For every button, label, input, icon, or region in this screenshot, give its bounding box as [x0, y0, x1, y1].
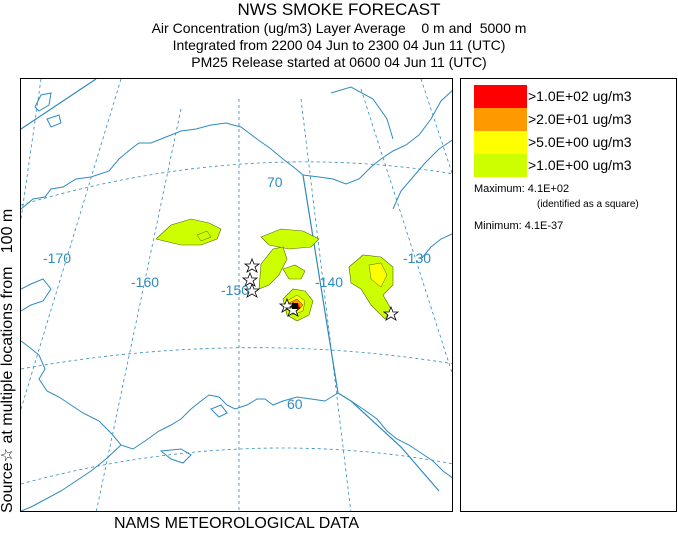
- lat-line-60: [21, 447, 452, 485]
- source-star-icon: [284, 301, 302, 317]
- arctic-island-coast: [330, 86, 394, 140]
- legend-label: >1.0E+02 ug/m3: [528, 88, 632, 104]
- subtitle-integration: Integrated from 2200 04 Jun to 2300 04 J…: [172, 37, 506, 53]
- maximum-value: Maximum: 4.1E+02: [474, 183, 570, 195]
- source-location-label: Source☆ at multiple locations from 100 m: [0, 208, 16, 513]
- source-star-icon: [382, 305, 400, 321]
- source-star-icon: [243, 282, 261, 298]
- plume-central: [258, 246, 288, 290]
- alaska-peninsula: [21, 444, 122, 511]
- lat-line-65: [21, 347, 452, 370]
- map-canvas: -170 -160 -150 -140 -130 70 60: [21, 79, 452, 511]
- maximum-square-icon: [292, 303, 298, 309]
- island-kodiak: [159, 448, 192, 464]
- lon-label-130: -130: [403, 250, 431, 266]
- subtitle-release: PM25 Release started at 0600 04 Jun 11 (…: [191, 54, 487, 70]
- legend-swatch-orange: [474, 108, 527, 131]
- bering-coast-a: [21, 278, 52, 312]
- subtitle-concentration: Air Concentration (ug/m3) Layer Average …: [151, 20, 527, 36]
- southwest-coast: [21, 340, 339, 450]
- legend-swatch-yellow: [474, 131, 527, 154]
- lat-label-70: 70: [267, 174, 283, 190]
- date-line: [21, 79, 97, 130]
- source-markers: [241, 257, 400, 321]
- legend-item: >2.0E+01 ug/m3: [474, 108, 674, 131]
- meteorological-data-label: NAMS METEOROLOGICAL DATA: [113, 515, 360, 532]
- arctic-coast: [21, 90, 452, 210]
- forecast-title: NWS SMOKE FORECAST: [237, 0, 441, 19]
- island-b: [46, 114, 62, 128]
- maximum-note: (identified as a square): [537, 199, 639, 210]
- lon-label-170: -170: [43, 250, 71, 266]
- lon-label-150: -150: [221, 282, 249, 298]
- minimum-value: Minimum: 4.1E-37: [474, 220, 564, 232]
- lon-line-130: [360, 88, 452, 375]
- source-star-icon: [243, 257, 261, 273]
- concentration-legend: >1.0E+02 ug/m3 >2.0E+01 ug/m3 >5.0E+00 u…: [460, 78, 677, 512]
- legend-swatch-red: [474, 85, 527, 108]
- legend-label: >2.0E+01 ug/m3: [528, 111, 632, 127]
- plume-central-b: [282, 264, 306, 280]
- plume-north: [260, 228, 320, 250]
- lon-line-170: [21, 79, 122, 410]
- coastlines: [21, 86, 452, 511]
- border-line: [302, 174, 440, 492]
- lon-line-160: [96, 108, 182, 511]
- southeast-coast: [350, 400, 452, 479]
- graticule: [21, 79, 452, 511]
- legend-item: >1.0E+00 ug/m3: [474, 154, 674, 177]
- smoke-map: -170 -160 -150 -140 -130 70 60: [20, 78, 453, 512]
- lon-label-160: -160: [131, 274, 159, 290]
- inland-lake-b: [420, 233, 452, 260]
- legend-item: >1.0E+02 ug/m3: [474, 85, 674, 108]
- smoke-plumes: [155, 218, 394, 322]
- lat-line-70: [21, 161, 452, 206]
- plume-west: [155, 218, 222, 246]
- plume-east-mid: [368, 262, 388, 288]
- legend-swatch-green: [474, 154, 527, 177]
- island-a: [34, 92, 52, 112]
- plume-west-contour: [196, 230, 212, 242]
- legend-item: >5.0E+00 ug/m3: [474, 131, 674, 154]
- lat-label-60: 60: [287, 396, 303, 412]
- lon-label-140: -140: [315, 274, 343, 290]
- island-c: [210, 404, 228, 418]
- source-star-icon: [241, 271, 259, 287]
- legend-label: >1.0E+00 ug/m3: [528, 157, 632, 173]
- inland-lake-a: [392, 139, 452, 210]
- legend-label: >5.0E+00 ug/m3: [528, 134, 632, 150]
